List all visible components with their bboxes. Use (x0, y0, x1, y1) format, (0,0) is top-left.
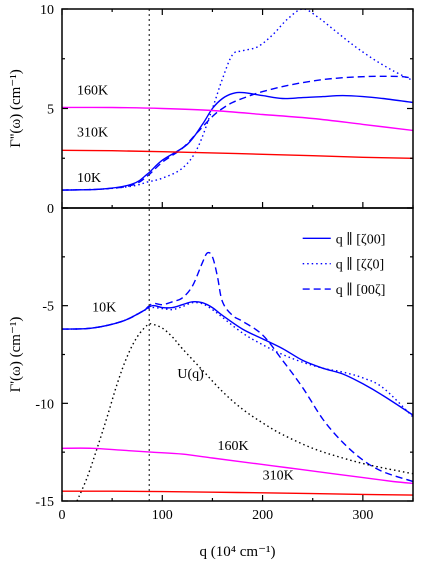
legend: q ∥ [ζ00] q ∥ [ζζ0] q ∥ [00ζ] (302, 231, 386, 298)
curve-label-310k: 310K (77, 125, 108, 140)
bottom-y-axis-label: Γ'(ω) (cm⁻¹) (8, 317, 24, 393)
legend-label: q ∥ [ζ00] (336, 231, 386, 247)
bottom-series-1-line (62, 301, 413, 418)
bottom-series-5-line (62, 490, 413, 496)
curve-label-10k: 10K (77, 171, 101, 186)
x-tick-label: 100 (152, 508, 173, 523)
y-tick-label: -10 (35, 397, 54, 412)
top-panel-curves (62, 9, 413, 191)
axis-ticks (61, 8, 414, 502)
curve-label-160k: 160K (217, 439, 248, 454)
y-tick-label: -5 (42, 300, 54, 315)
x-tick-labels: 0 100 200 300 (59, 508, 374, 523)
curve-label-160k: 160K (77, 84, 108, 99)
legend-label: q ∥ [ζζ0] (336, 257, 384, 273)
top-series-4-line (62, 149, 413, 159)
x-tick-label: 300 (352, 508, 373, 523)
legend-label: q ∥ [00ζ] (336, 282, 386, 298)
bottom-y-tick-labels: -15 -10 -5 (35, 300, 54, 510)
bottom-panel-frame (61, 207, 414, 502)
top-series-0-line (62, 91, 413, 191)
top-y-tick-labels: 0 5 10 (40, 3, 54, 217)
curve-label-310k: 310K (263, 469, 294, 484)
top-panel-frame (61, 8, 414, 209)
top-curve-labels: 160K 310K 10K (77, 84, 108, 187)
bottom-curve-labels: 10K U(q) 160K 310K (92, 301, 294, 484)
bottom-panel-curves (62, 251, 413, 501)
bottom-series-4-line (62, 447, 413, 485)
x-axis-label: q (10⁴ cm⁻¹) (200, 544, 276, 560)
y-tick-label: -15 (35, 495, 54, 510)
top-y-axis-label: Γ''(ω) (cm⁻¹) (8, 69, 24, 147)
x-tick-label: 0 (59, 508, 66, 523)
y-tick-label: 0 (47, 202, 54, 217)
bottom-series-3-line (76, 323, 413, 501)
y-tick-label: 10 (40, 3, 54, 18)
top-series-2-line (62, 75, 413, 191)
bottom-series-0-line (62, 300, 413, 416)
y-tick-label: 5 (47, 103, 54, 118)
x-tick-label: 200 (252, 508, 273, 523)
curve-label-10k: 10K (92, 301, 116, 316)
top-series-1-line (62, 9, 413, 191)
curve-label-uq: U(q) (177, 367, 204, 382)
top-series-3-line (62, 106, 413, 132)
